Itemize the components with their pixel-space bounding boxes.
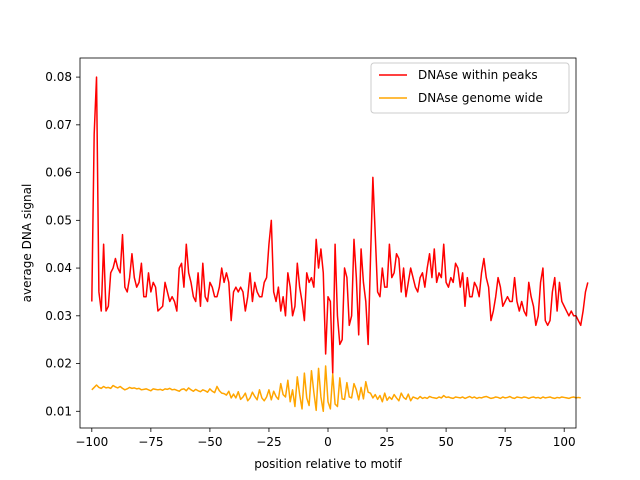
legend-label-within-peaks: DNAse within peaks — [418, 68, 538, 82]
x-tick-label: −25 — [256, 435, 281, 449]
y-tick-label: 0.02 — [45, 357, 72, 371]
y-tick-label: 0.04 — [45, 261, 72, 275]
x-axis: −100 −75 −50 −25 0 25 50 75 100 — [75, 428, 576, 449]
y-tick-label: 0.08 — [45, 70, 72, 84]
y-axis-label: average DNA signal — [20, 184, 34, 303]
legend: DNAse within peaks DNAse genome wide — [370, 62, 570, 114]
x-tick-label: 50 — [438, 435, 453, 449]
legend-label-genome-wide: DNAse genome wide — [418, 91, 543, 105]
x-tick-label: 25 — [379, 435, 394, 449]
x-tick-label: −100 — [75, 435, 108, 449]
y-axis: 0.01 0.02 0.03 0.04 0.05 0.06 0.07 0.08 — [45, 70, 80, 418]
series-line-1 — [91, 365, 581, 413]
x-tick-label: 75 — [498, 435, 513, 449]
x-axis-label: position relative to motif — [254, 457, 402, 471]
y-tick-label: 0.07 — [45, 118, 72, 132]
y-tick-label: 0.01 — [45, 404, 72, 418]
plot-lines — [91, 76, 589, 413]
x-tick-label: −75 — [138, 435, 163, 449]
x-tick-label: −50 — [197, 435, 222, 449]
y-tick-label: 0.05 — [45, 213, 72, 227]
y-tick-label: 0.06 — [45, 166, 72, 180]
x-tick-label: 0 — [324, 435, 332, 449]
series-line-0 — [91, 76, 589, 374]
y-tick-label: 0.03 — [45, 309, 72, 323]
x-tick-label: 100 — [553, 435, 576, 449]
legend-frame — [370, 62, 570, 114]
